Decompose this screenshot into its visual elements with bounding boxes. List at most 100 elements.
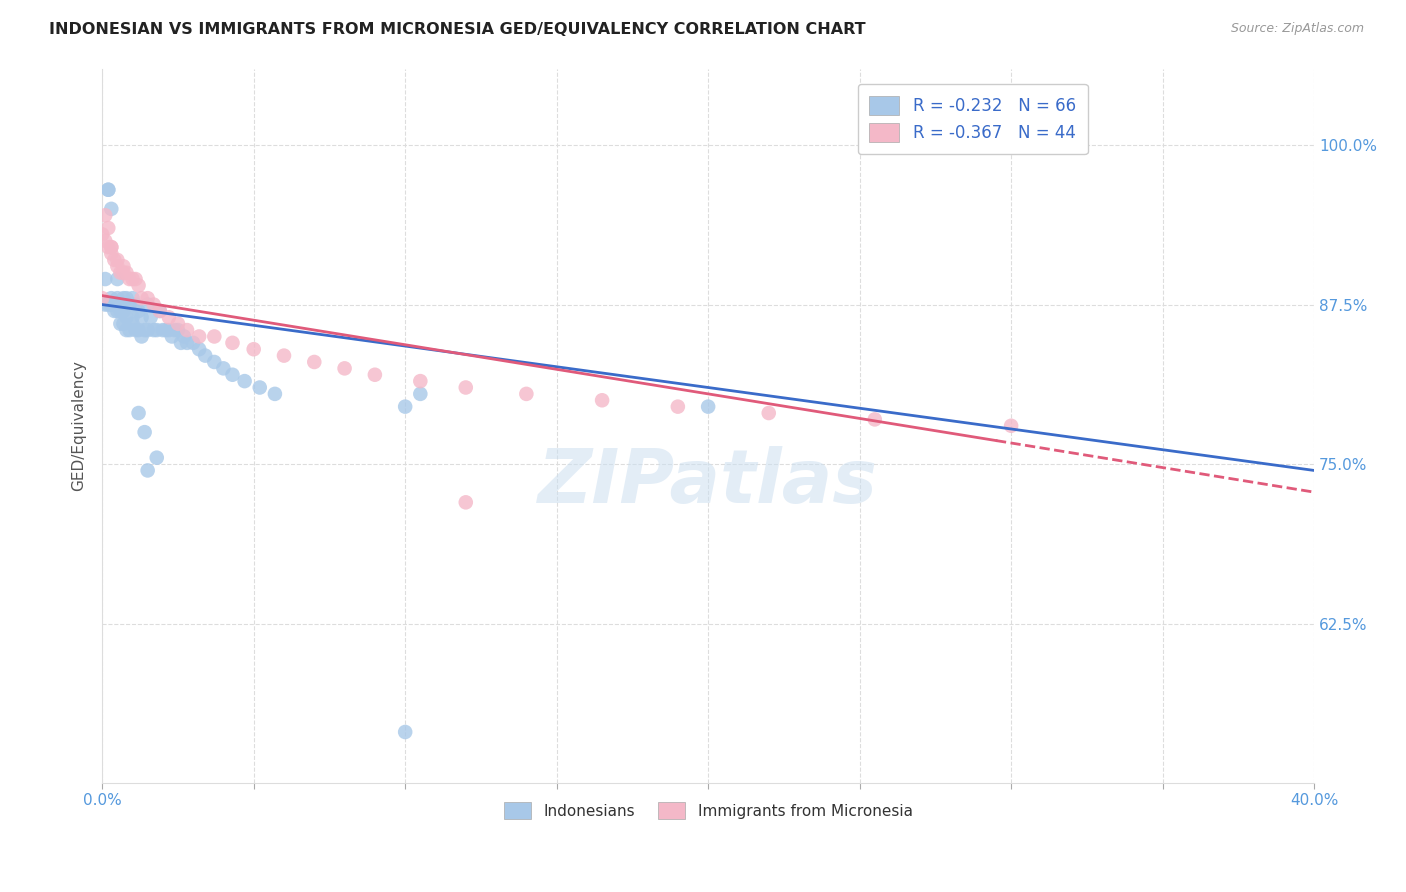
Point: [131, 310, 153, 325]
Point: [139, 310, 162, 325]
Point: [194, 349, 217, 363]
Point: [188, 343, 211, 357]
Point: [409, 387, 432, 401]
Point: [454, 495, 477, 509]
Point: [103, 252, 125, 267]
Point: [142, 297, 165, 311]
Point: [163, 323, 186, 337]
Point: [364, 368, 387, 382]
Point: [94, 297, 117, 311]
Point: [128, 278, 150, 293]
Point: [91, 291, 114, 305]
Point: [136, 291, 159, 305]
Point: [121, 291, 143, 305]
Point: [105, 304, 128, 318]
Point: [134, 323, 156, 337]
Point: [128, 323, 150, 337]
Point: [100, 297, 122, 311]
Point: [591, 393, 613, 408]
Point: [100, 291, 122, 305]
Point: [666, 400, 689, 414]
Point: [105, 272, 128, 286]
Point: [264, 387, 287, 401]
Point: [115, 291, 138, 305]
Point: [212, 361, 235, 376]
Point: [304, 355, 326, 369]
Point: [115, 266, 138, 280]
Point: [118, 323, 141, 337]
Point: [515, 387, 537, 401]
Point: [136, 323, 159, 337]
Point: [115, 310, 138, 325]
Text: ZIPatlas: ZIPatlas: [538, 446, 879, 519]
Point: [1000, 418, 1022, 433]
Point: [145, 450, 167, 465]
Point: [105, 252, 128, 267]
Point: [249, 380, 271, 394]
Point: [124, 272, 146, 286]
Point: [697, 400, 720, 414]
Point: [128, 406, 150, 420]
Point: [173, 329, 195, 343]
Point: [134, 425, 156, 439]
Point: [863, 412, 886, 426]
Point: [333, 361, 356, 376]
Point: [94, 272, 117, 286]
Point: [110, 266, 132, 280]
Point: [118, 272, 141, 286]
Point: [97, 240, 120, 254]
Point: [142, 323, 165, 337]
Point: [273, 349, 295, 363]
Point: [157, 310, 180, 325]
Point: [100, 240, 122, 254]
Point: [221, 368, 243, 382]
Point: [121, 272, 143, 286]
Point: [202, 355, 225, 369]
Point: [242, 343, 264, 357]
Point: [149, 304, 172, 318]
Point: [233, 374, 256, 388]
Text: Source: ZipAtlas.com: Source: ZipAtlas.com: [1230, 22, 1364, 36]
Point: [94, 234, 117, 248]
Point: [149, 304, 172, 318]
Point: [112, 304, 135, 318]
Point: [100, 246, 122, 260]
Point: [100, 202, 122, 216]
Point: [121, 310, 143, 325]
Point: [97, 221, 120, 235]
Point: [103, 297, 125, 311]
Point: [97, 183, 120, 197]
Y-axis label: GED/Equivalency: GED/Equivalency: [72, 360, 86, 491]
Point: [181, 335, 204, 350]
Point: [115, 323, 138, 337]
Point: [131, 291, 153, 305]
Point: [136, 297, 159, 311]
Point: [112, 317, 135, 331]
Point: [94, 208, 117, 222]
Point: [176, 323, 198, 337]
Point: [155, 323, 177, 337]
Point: [110, 317, 132, 331]
Point: [124, 297, 146, 311]
Point: [409, 374, 432, 388]
Point: [157, 323, 180, 337]
Point: [170, 335, 193, 350]
Point: [152, 323, 174, 337]
Point: [91, 227, 114, 242]
Legend: Indonesians, Immigrants from Micronesia: Indonesians, Immigrants from Micronesia: [498, 796, 918, 825]
Point: [202, 329, 225, 343]
Point: [176, 335, 198, 350]
Point: [112, 291, 135, 305]
Point: [160, 329, 183, 343]
Point: [145, 323, 167, 337]
Point: [221, 335, 243, 350]
Point: [121, 317, 143, 331]
Point: [97, 297, 120, 311]
Point: [103, 304, 125, 318]
Point: [110, 304, 132, 318]
Point: [100, 240, 122, 254]
Point: [105, 291, 128, 305]
Point: [124, 323, 146, 337]
Point: [167, 317, 190, 331]
Point: [112, 260, 135, 274]
